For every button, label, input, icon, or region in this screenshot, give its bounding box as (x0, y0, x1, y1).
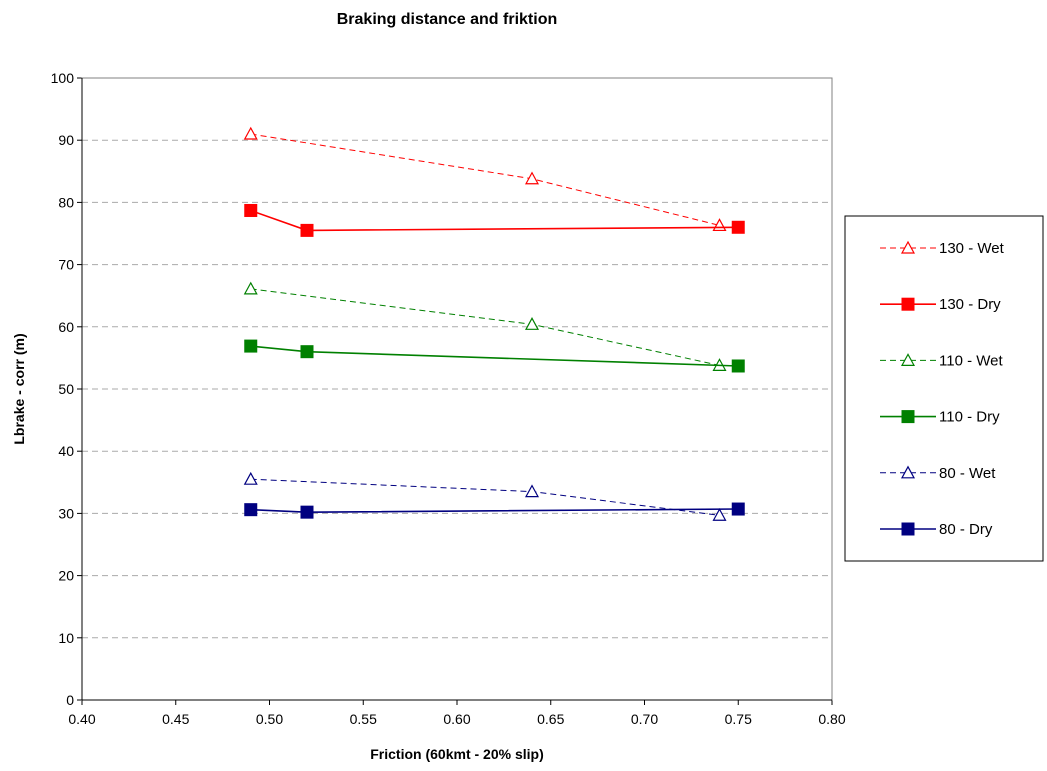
series-line (250, 508, 739, 514)
x-tick-label: 0.40 (68, 711, 95, 727)
y-tick-label: 60 (58, 319, 74, 335)
chart-title: Braking distance and friktion (337, 11, 557, 28)
legend-marker (900, 465, 916, 479)
y-tick-label: 100 (51, 70, 75, 86)
legend-label: 110 - Dry (939, 409, 1000, 426)
x-tick-label: 0.50 (256, 711, 283, 727)
data-point (244, 503, 258, 517)
y-axis-title: Lbrake - corr (m) (11, 333, 27, 444)
y-tick-label: 50 (58, 381, 74, 397)
data-point (731, 359, 745, 373)
data-point (244, 203, 258, 217)
legend-marker (900, 240, 916, 254)
legend: 130 - Wet 130 - Dry 110 - Wet 110 - Dry 80 -… (844, 215, 1044, 562)
y-tick-label: 10 (58, 630, 74, 646)
y-tick-label: 80 (58, 194, 74, 210)
legend-label: 130 - Wet (939, 240, 1005, 257)
legend-item: 80 - Dry (880, 521, 993, 538)
legend-marker (901, 410, 915, 424)
legend-item: 130 - Dry (880, 296, 1001, 313)
series-80-wet (243, 471, 727, 521)
x-axis-title: Friction (60kmt - 20% slip) (370, 746, 543, 762)
y-tick-label: 90 (58, 132, 74, 148)
y-tick-label: 30 (58, 505, 74, 521)
data-point (712, 508, 727, 521)
y-tick-label: 70 (58, 257, 74, 273)
data-point (300, 505, 314, 519)
plot-area (243, 126, 745, 521)
data-point (524, 317, 540, 330)
x-tick-label: 0.45 (162, 711, 189, 727)
data-point (731, 502, 745, 516)
x-tick-label: 0.65 (537, 711, 564, 727)
tick-labels: 0 10 20 30 40 50 60 70 80 90 100 0.40 0.45 0.50 0.55 0.… (51, 70, 846, 727)
data-point (712, 218, 727, 232)
axes (77, 77, 833, 705)
data-point (243, 281, 258, 295)
legend-box (844, 215, 1044, 562)
y-tick-label: 20 (58, 568, 74, 584)
y-tick-label: 0 (66, 692, 74, 708)
x-tick-label: 0.75 (725, 711, 752, 727)
series-80-dry (244, 502, 745, 519)
data-point (244, 339, 258, 353)
legend-item: 110 - Wet (880, 352, 1003, 369)
legend-item: 80 - Wet (880, 465, 996, 482)
series-130-wet (243, 126, 727, 232)
legend-item: 130 - Wet (880, 240, 1005, 257)
data-point (524, 171, 540, 185)
gridlines (82, 77, 832, 639)
x-tick-label: 0.60 (443, 711, 470, 727)
x-tick-label: 0.55 (350, 711, 377, 727)
data-point (243, 126, 258, 140)
data-point (300, 345, 314, 359)
y-tick-label: 40 (58, 443, 74, 459)
x-tick-label: 0.80 (818, 711, 845, 727)
series-130-dry (244, 203, 745, 237)
data-point (243, 471, 258, 485)
series-line (250, 345, 739, 367)
series-line (250, 209, 739, 232)
legend-marker (901, 522, 915, 536)
legend-label: 80 - Dry (939, 521, 993, 538)
data-point (524, 484, 540, 498)
series-110-dry (244, 339, 745, 373)
series-line (250, 133, 720, 226)
legend-item: 110 - Dry (880, 409, 1000, 426)
data-point (731, 220, 745, 234)
legend-label: 80 - Wet (939, 465, 996, 482)
x-tick-label: 0.70 (631, 711, 658, 727)
legend-marker (901, 297, 915, 311)
legend-label: 110 - Wet (939, 352, 1003, 369)
data-point (300, 223, 314, 237)
legend-label: 130 - Dry (939, 296, 1001, 313)
series-110-wet (243, 281, 727, 371)
legend-marker (900, 353, 916, 366)
